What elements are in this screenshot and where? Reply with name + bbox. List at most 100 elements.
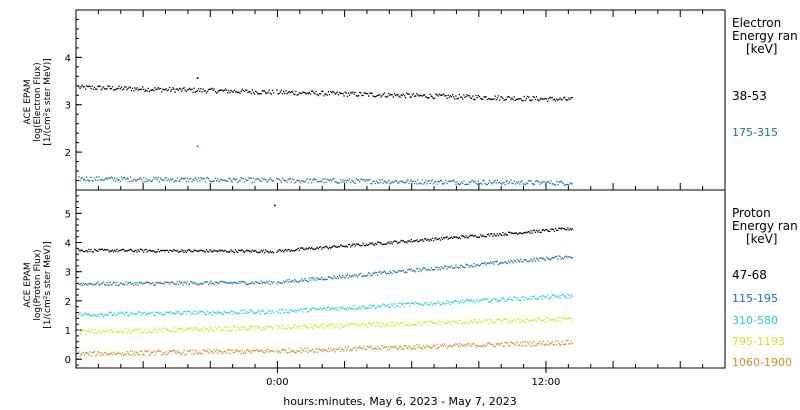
electron-point-38-53 xyxy=(531,99,533,101)
electron-point-38-53 xyxy=(494,95,496,97)
proton-legend-title-3: [keV] xyxy=(746,232,777,246)
proton-point-47-68 xyxy=(202,250,204,252)
proton-point-310-580 xyxy=(358,307,360,309)
proton-point-310-580 xyxy=(359,306,361,308)
electron-point-175-315 xyxy=(155,177,157,179)
proton-ylabel-line-1: ACE EPAM xyxy=(23,262,33,307)
proton-point-1060-1900 xyxy=(317,348,319,350)
electron-point-38-53 xyxy=(430,95,432,97)
proton-point-115-195 xyxy=(560,258,562,260)
electron-point-175-315 xyxy=(344,179,346,181)
proton-point-795-1193 xyxy=(475,322,477,324)
proton-point-1060-1900 xyxy=(250,352,252,354)
proton-point-47-68 xyxy=(303,248,305,250)
proton-point-795-1193 xyxy=(327,324,330,326)
proton-point-310-580 xyxy=(287,311,289,313)
electron-point-175-315 xyxy=(252,177,255,179)
proton-point-1060-1900 xyxy=(472,343,474,345)
proton-point-47-68 xyxy=(130,249,133,251)
proton-point-310-580 xyxy=(196,312,199,315)
proton-point-115-195 xyxy=(156,281,158,284)
proton-point-1060-1900 xyxy=(211,351,213,353)
proton-point-310-580 xyxy=(264,313,266,315)
proton-point-795-1193 xyxy=(262,327,265,329)
electron-point-38-53 xyxy=(153,90,155,92)
proton-point-47-68 xyxy=(166,249,168,251)
proton-point-115-195 xyxy=(515,261,518,263)
electron-point-175-315 xyxy=(506,180,509,182)
proton-point-795-1193 xyxy=(129,332,131,334)
proton-point-47-68 xyxy=(541,229,543,231)
proton-point-115-195 xyxy=(268,280,270,282)
proton-point-795-1193 xyxy=(466,321,468,323)
electron-point-175-315 xyxy=(158,180,161,183)
proton-point-47-68 xyxy=(307,248,309,250)
proton-point-115-195 xyxy=(299,280,302,282)
electron-point-38-53 xyxy=(284,92,286,95)
electron-point-175-315 xyxy=(90,176,92,178)
electron-point-38-53 xyxy=(262,90,265,92)
proton-point-115-195 xyxy=(351,275,353,277)
electron-point-175-315 xyxy=(549,182,551,184)
electron-point-38-53 xyxy=(390,93,392,96)
proton-point-115-195 xyxy=(308,277,310,279)
proton-point-47-68 xyxy=(134,250,136,252)
proton-point-115-195 xyxy=(130,283,133,285)
proton-point-795-1193 xyxy=(522,319,524,321)
proton-point-1060-1900 xyxy=(299,347,302,349)
proton-point-1060-1900 xyxy=(249,350,251,352)
proton-point-1060-1900 xyxy=(485,345,487,347)
electron-point-38-53 xyxy=(474,98,476,101)
proton-point-1060-1900 xyxy=(488,342,491,344)
proton-point-47-68 xyxy=(567,227,569,229)
proton-point-47-68 xyxy=(180,250,182,252)
proton-point-47-68 xyxy=(387,242,389,244)
proton-point-47-68 xyxy=(483,235,485,237)
proton-point-795-1193 xyxy=(224,330,227,332)
proton-point-1060-1900 xyxy=(251,350,253,352)
proton-point-115-195 xyxy=(316,277,318,279)
proton-point-115-195 xyxy=(202,283,204,285)
electron-point-175-315 xyxy=(407,179,409,181)
proton-point-47-68 xyxy=(100,248,102,250)
electron-point-38-53 xyxy=(315,90,317,93)
legend-proton-115-195: 115-195 xyxy=(732,292,778,305)
proton-point-1060-1900 xyxy=(390,346,392,348)
proton-point-795-1193 xyxy=(446,322,448,324)
proton-point-1060-1900 xyxy=(569,343,571,345)
proton-point-795-1193 xyxy=(92,332,95,334)
proton-point-47-68 xyxy=(571,228,573,230)
proton-point-115-195 xyxy=(117,284,119,286)
proton-point-115-195 xyxy=(290,280,293,283)
proton-point-47-68 xyxy=(173,249,175,251)
electron-point-175-315 xyxy=(190,177,192,180)
proton-point-47-68 xyxy=(472,234,474,236)
proton-point-1060-1900 xyxy=(321,348,323,351)
electron-point-38-53 xyxy=(546,98,548,100)
proton-point-795-1193 xyxy=(443,322,445,324)
proton-point-115-195 xyxy=(534,260,537,262)
proton-point-1060-1900 xyxy=(270,350,272,352)
proton-point-310-580 xyxy=(229,312,231,314)
electron-point-38-53 xyxy=(283,90,285,93)
proton-point-115-195 xyxy=(570,257,572,259)
proton-point-310-580 xyxy=(140,314,143,316)
proton-point-47-68 xyxy=(554,227,557,230)
proton-point-310-580 xyxy=(340,306,342,308)
proton-point-1060-1900 xyxy=(394,346,397,348)
electron-point-38-53 xyxy=(427,97,429,99)
proton-point-1060-1900 xyxy=(112,351,115,353)
electron-point-175-315 xyxy=(457,183,459,185)
proton-point-47-68 xyxy=(181,249,183,251)
electron-point-175-315 xyxy=(89,180,91,182)
electron-point-175-315 xyxy=(250,177,252,179)
electron-point-175-315 xyxy=(322,178,324,180)
proton-point-47-68 xyxy=(308,247,310,249)
proton-point-115-195 xyxy=(123,283,125,285)
proton-point-47-68 xyxy=(502,232,504,234)
proton-point-795-1193 xyxy=(484,319,486,321)
proton-point-47-68 xyxy=(506,234,509,236)
electron-point-38-53 xyxy=(202,88,204,90)
electron-point-175-315 xyxy=(304,181,306,183)
proton-point-1060-1900 xyxy=(161,354,163,356)
